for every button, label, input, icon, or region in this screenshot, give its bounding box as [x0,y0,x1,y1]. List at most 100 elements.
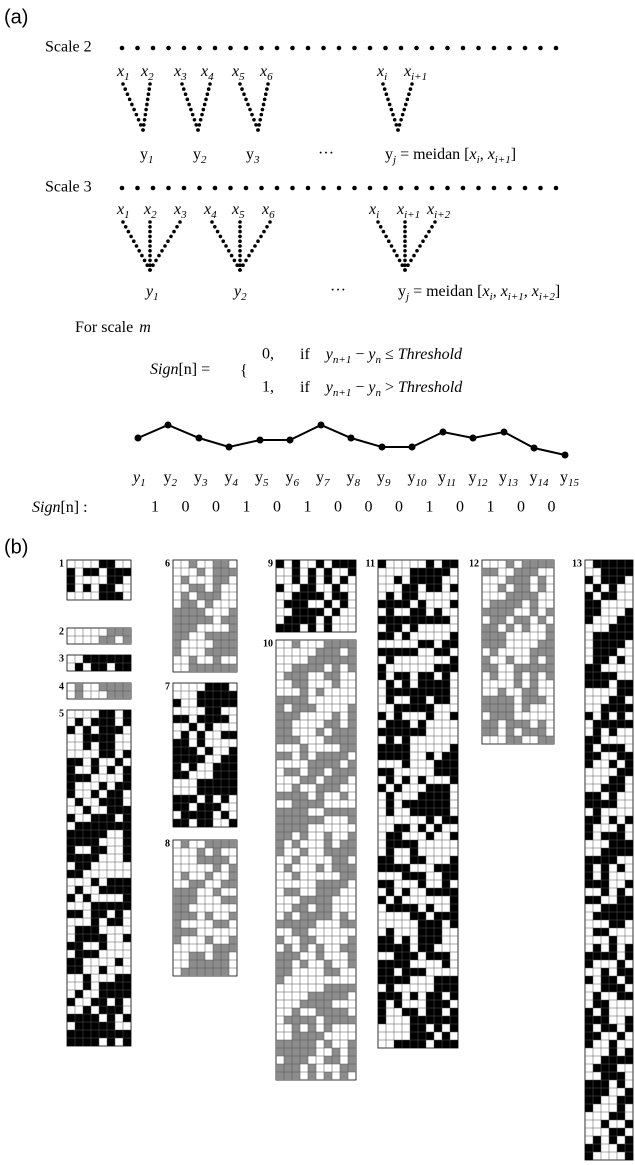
cell [426,816,434,824]
cell [300,584,308,592]
scale-label: Scale 3 [45,179,92,196]
sample-dot [212,185,218,191]
cell [91,1022,99,1030]
cell [308,912,316,920]
cell [522,720,530,728]
cell [625,1088,633,1096]
cell [530,656,538,664]
cell [83,822,91,830]
cell [324,896,332,904]
dot [138,123,143,127]
cell [617,864,625,872]
cell [482,608,490,616]
cell [115,1006,123,1014]
cell [292,640,300,648]
cell [402,704,410,712]
cell [308,1064,316,1072]
cell [386,960,394,968]
dot [172,229,176,234]
base: y [164,469,172,486]
cell [593,816,601,824]
symbol: x6​ [259,63,273,83]
cell [378,944,386,952]
cell [221,699,229,707]
cell [530,600,538,608]
dot [198,117,203,122]
cell [546,736,554,744]
cell [402,952,410,960]
dot [148,263,152,268]
base: x [261,201,269,218]
cell [585,1024,593,1032]
cell [617,824,625,832]
cell [340,912,348,920]
cell [276,728,284,736]
symbol: y1​ [144,283,159,303]
cell [67,814,75,822]
cell [213,920,221,928]
cell [189,723,197,731]
dot [410,82,414,86]
cell [173,936,181,944]
cell [546,656,554,664]
subscript: 2 [148,71,154,83]
cell [229,699,237,707]
cell [538,728,546,736]
cell [386,608,394,616]
cell [609,672,617,680]
cell [506,656,514,664]
base: x [140,63,148,80]
subscript: i+1 [508,291,524,303]
cell [426,944,434,952]
cell [332,784,340,792]
sample-dot [243,45,249,51]
cell [292,792,300,800]
base: x [200,63,208,80]
cell [99,830,107,838]
cell [173,795,181,803]
cell [324,1040,332,1048]
cell [617,752,625,760]
rhs: Threshold [398,346,463,363]
cell [609,760,617,768]
expression: yj​ = meidan [xi​, xi+1​] [385,146,516,166]
cell [99,655,107,663]
cell [107,628,115,636]
cell [609,632,617,640]
cell [340,984,348,992]
cell [67,758,75,766]
cell [530,608,538,616]
cell [394,992,402,1000]
cell [107,636,115,644]
cell [426,752,434,760]
cell [506,600,514,608]
cell [91,734,99,742]
cell [107,814,115,822]
cell [115,568,123,576]
cell [585,896,593,904]
cell [442,1032,450,1040]
minus: − [355,379,364,396]
cell [91,663,99,671]
cell [418,920,426,928]
subscript: 5 [239,209,245,221]
cell [75,990,83,998]
dot [265,87,269,91]
sample-dot [383,185,388,191]
cell [316,952,324,960]
cell [601,832,609,840]
cell [450,1016,458,1024]
cell [450,1008,458,1016]
cell [386,736,394,744]
cell [276,952,284,960]
cell [229,771,237,779]
cell [490,624,498,632]
cell [324,672,332,680]
cell [394,704,402,712]
cell [284,1072,292,1080]
base: x [368,201,376,218]
cell [284,1040,292,1048]
cell [221,576,229,584]
cell [482,656,490,664]
cell [609,720,617,728]
